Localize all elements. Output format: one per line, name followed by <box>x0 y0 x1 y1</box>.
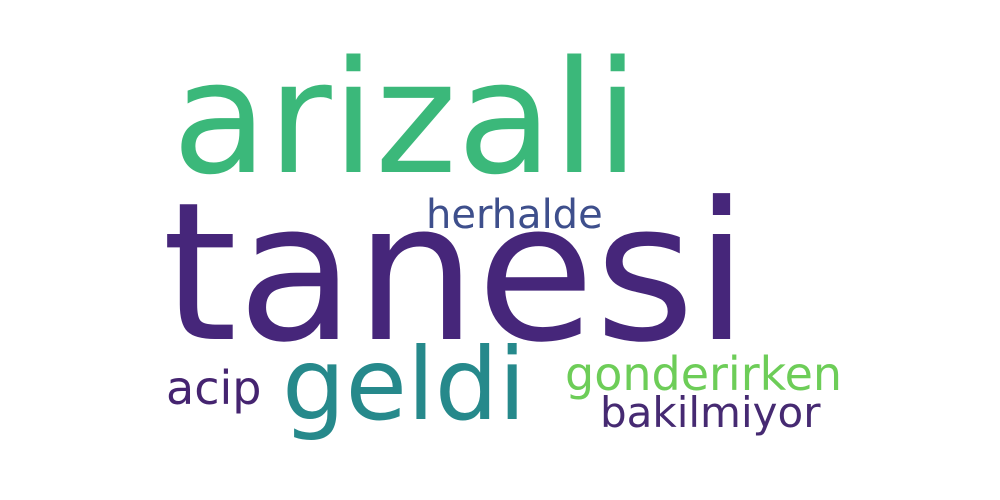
word-herhalde: herhalde <box>426 192 603 238</box>
word-arizali: arizali <box>172 27 640 209</box>
word-gonderirken: gonderirken <box>565 347 843 401</box>
word-bakilmiyor: bakilmiyor <box>600 388 821 437</box>
word-tanesi: tanesi <box>162 162 749 385</box>
word-acip: acip <box>166 361 262 415</box>
word-geldi: geldi <box>282 326 527 443</box>
